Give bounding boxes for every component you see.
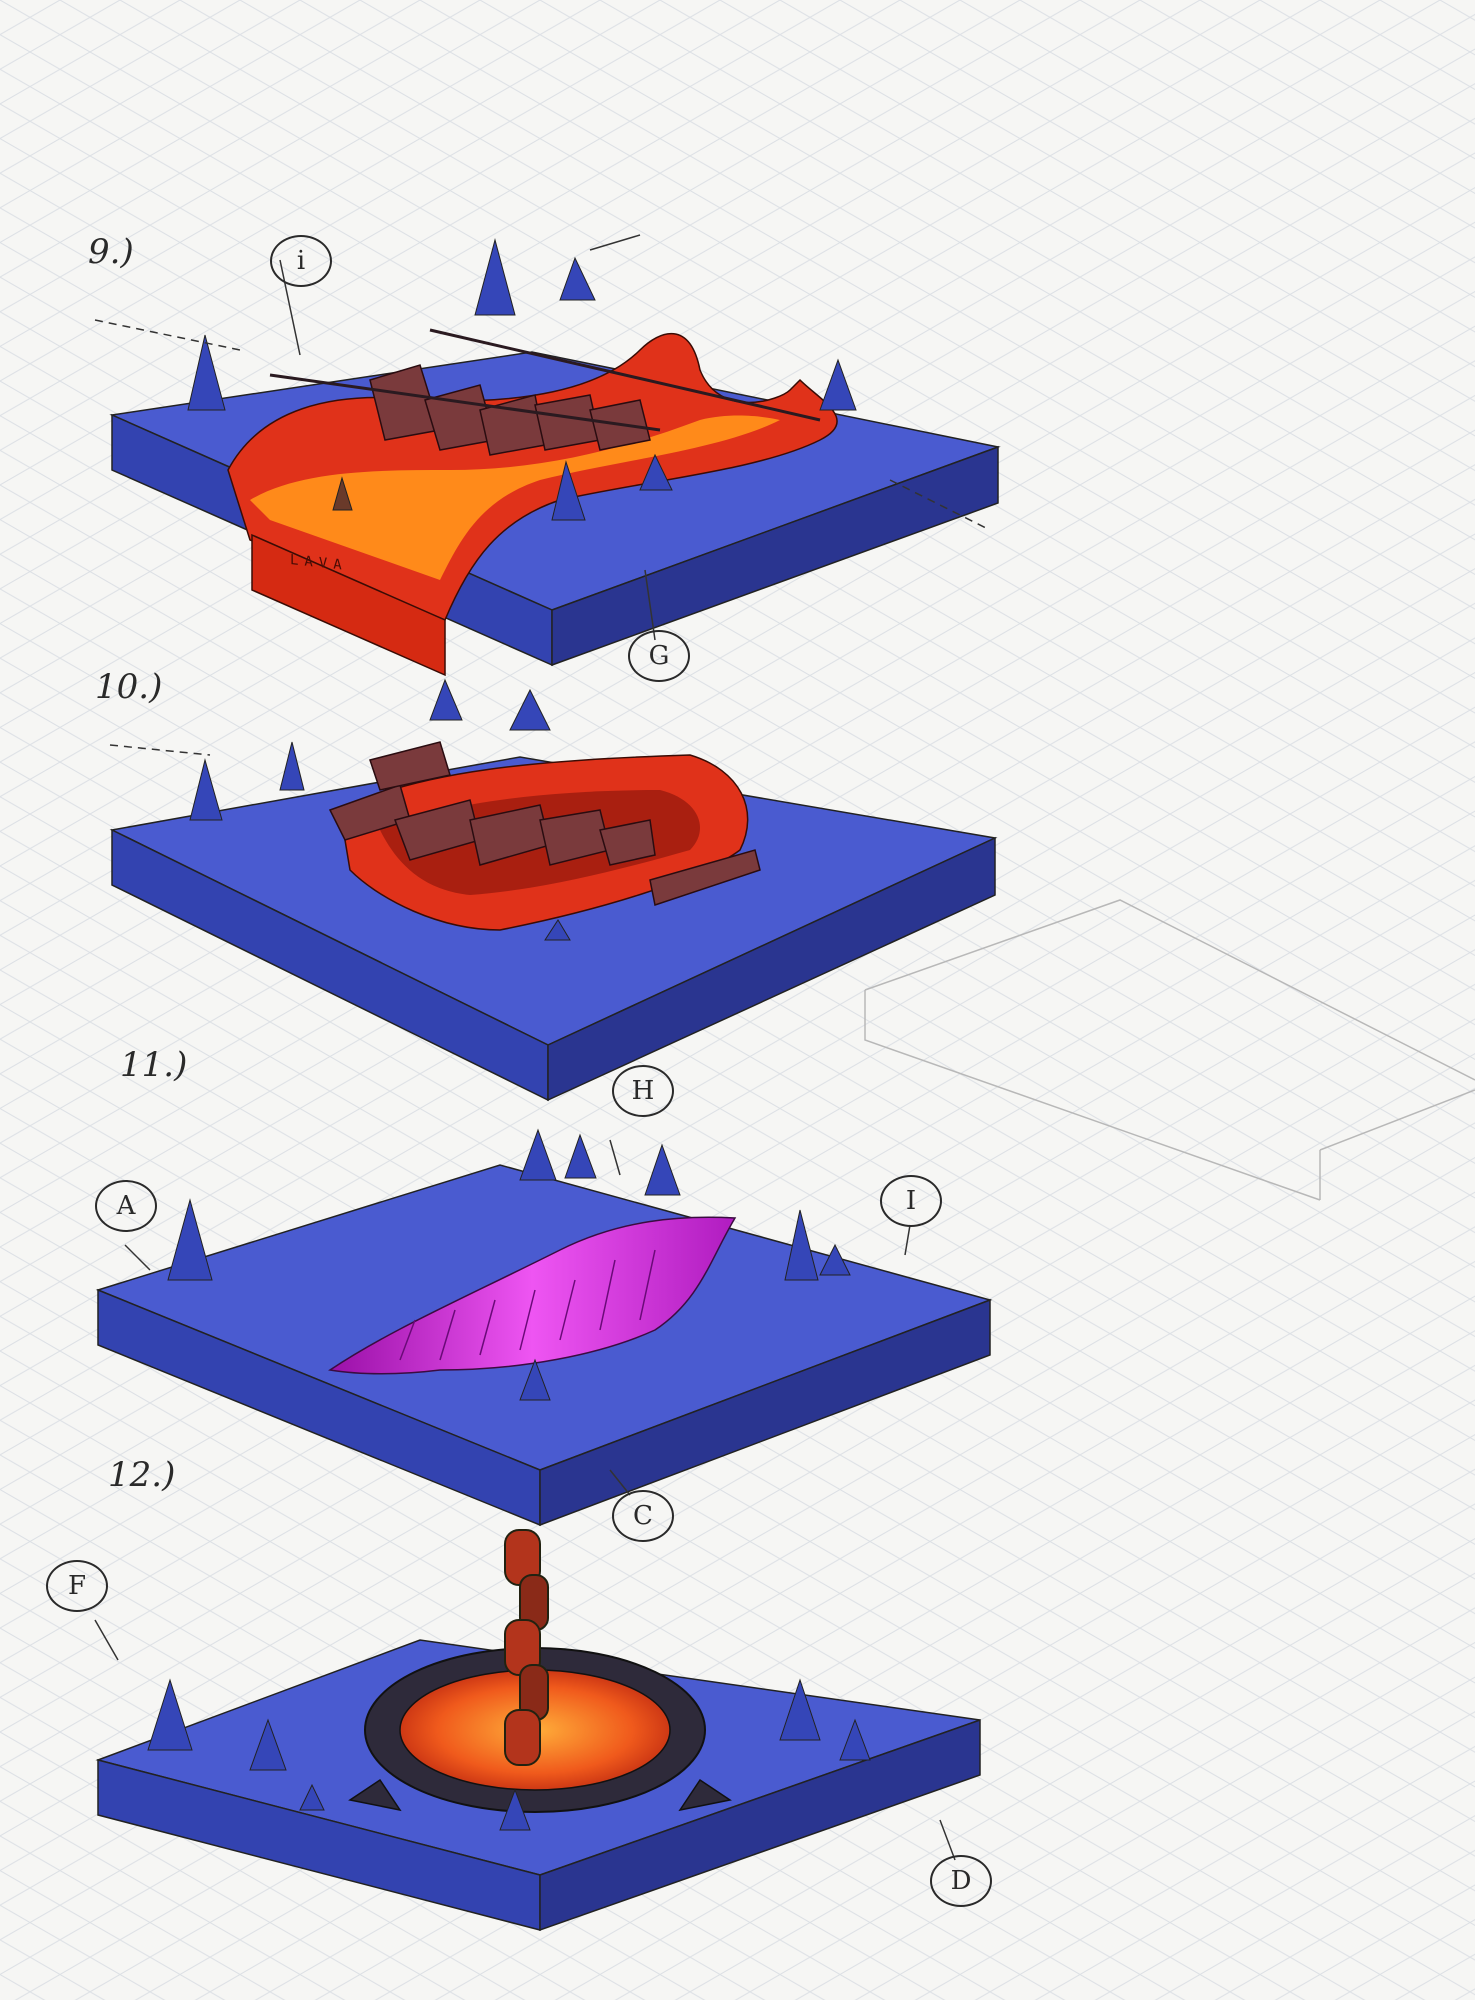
callout-d: D: [930, 1855, 992, 1907]
chain-icon: [504, 1529, 549, 1766]
callout-i: i: [270, 235, 332, 287]
callout-g: G: [628, 630, 690, 682]
callout-c: C: [612, 1490, 674, 1542]
tile-12: [94, 1529, 981, 1932]
tile-9: [94, 234, 1001, 677]
tile-10: [109, 678, 998, 1102]
pencil-slab-sketch: [864, 899, 1475, 1201]
tile-11: [95, 1128, 993, 1527]
callout-h: H: [612, 1065, 674, 1117]
callout-f: F: [46, 1560, 108, 1612]
callout-a: A: [95, 1180, 157, 1232]
callout-i-2: I: [880, 1175, 942, 1227]
